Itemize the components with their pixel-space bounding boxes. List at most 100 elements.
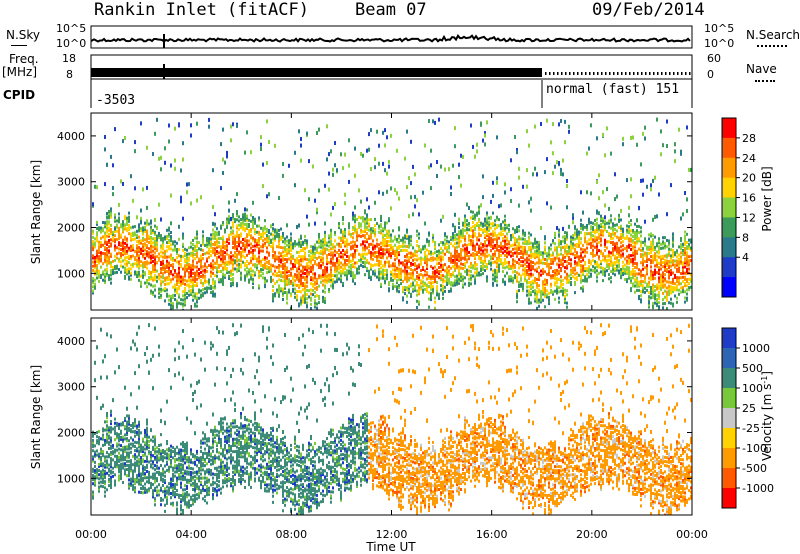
- ytick-label: 3000: [57, 381, 85, 394]
- colorbar-segment: [722, 197, 736, 218]
- nave-dot: [621, 72, 623, 75]
- nsearch-tick-top: 10^5: [704, 22, 735, 35]
- nave-trace: [545, 72, 691, 75]
- nave-dot: [645, 72, 647, 75]
- nave-dot: [565, 72, 567, 75]
- nave-dot: [601, 72, 603, 75]
- colorbar-segment: [722, 428, 736, 449]
- status-panels: [90, 25, 693, 108]
- nave-dot: [649, 72, 651, 75]
- xtick-label: 00:00: [676, 528, 708, 541]
- colorbar-tick-label: 8: [742, 231, 749, 244]
- colorbar-segment: [722, 368, 736, 389]
- xtick-label: 16:00: [476, 528, 508, 541]
- nave-dot: [617, 72, 619, 75]
- ytick-label: 3000: [57, 176, 85, 189]
- nave-dot: [549, 72, 551, 75]
- noise-trace: [90, 34, 691, 43]
- colorbar-segment: [722, 157, 736, 179]
- colorbar-tick-label: -25: [742, 422, 760, 435]
- colorbar-tick-label: -100: [742, 442, 767, 455]
- nave-tick-top: 60: [707, 52, 721, 65]
- freq-unit: [MHz]: [2, 65, 38, 79]
- nave-dot: [577, 72, 579, 75]
- nave-dot: [593, 72, 595, 75]
- colorbar-tick-label: 25: [742, 402, 756, 415]
- nave-dot: [585, 72, 587, 75]
- nave-dot: [557, 72, 559, 75]
- colorbar-tick-label: 16: [742, 192, 756, 205]
- cpid-mode-text: normal (fast) 151: [546, 82, 680, 97]
- nave-dot: [677, 72, 679, 75]
- nave-dot: [625, 72, 627, 75]
- colorbar-tick-label: 1000: [742, 342, 770, 355]
- xtick-label: 00:00: [75, 528, 107, 541]
- colorbar-tick-label: 4: [742, 251, 749, 264]
- colorbar-segment: [722, 448, 736, 469]
- colorbar-tick-label: 100: [742, 382, 763, 395]
- colorbar-segment: [722, 468, 736, 489]
- colorbar-segment: [722, 137, 736, 159]
- beam-title: Beam 07: [355, 0, 427, 20]
- cpid-value: -3503: [96, 93, 136, 108]
- nave-dot: [569, 72, 571, 75]
- freq-tick-bottom: 8: [66, 68, 73, 81]
- colorbar-segment: [722, 257, 736, 278]
- xtick-label: 20:00: [576, 528, 608, 541]
- ytick-label: 4000: [57, 130, 85, 143]
- nave-tick-bottom: 0: [707, 68, 714, 81]
- nave-dot: [589, 72, 591, 75]
- nave-dot: [597, 72, 599, 75]
- velocity-colorbar-label: Velocity [m s-1]: [760, 371, 774, 461]
- station-title: Rankin Inlet (fitACF): [94, 0, 309, 20]
- colorbar-segment: [722, 237, 736, 258]
- nave-dot: [561, 72, 563, 75]
- nave-dot: [665, 72, 667, 75]
- power-heatmap: [92, 117, 692, 310]
- xtick-label: 04:00: [175, 528, 207, 541]
- nave-dot: [681, 72, 683, 75]
- power-colorbar: 28 24 20 16 12 8 4: [721, 117, 756, 298]
- nave-dot: [633, 72, 635, 75]
- xtick-label: 12:00: [376, 528, 408, 541]
- nsearch-label: N.Search: [746, 28, 800, 42]
- nave-legend-line: [755, 80, 775, 82]
- nave-dot: [573, 72, 575, 75]
- nave-dot: [613, 72, 615, 75]
- nave-dot: [605, 72, 607, 75]
- power-ylabel: Slant Range [km]: [29, 160, 43, 264]
- freq-trace: [91, 68, 542, 77]
- velocity-heatmap: [92, 323, 692, 515]
- colorbar-segment: [722, 177, 736, 199]
- nave-dot: [637, 72, 639, 75]
- nave-dot: [545, 72, 547, 75]
- nave-dot: [609, 72, 611, 75]
- colorbar-segment: [722, 328, 736, 349]
- colorbar-tick-label: 500: [742, 362, 763, 375]
- nsky-tick-bottom: 10^0: [56, 37, 87, 50]
- nsky-label: N.Sky: [6, 28, 41, 42]
- power-colorbar-label: Power [dB]: [760, 166, 774, 231]
- colorbar-segment: [722, 118, 736, 139]
- colorbar-segment: [722, 277, 736, 298]
- velocity-ylabel: Slant Range [km]: [29, 365, 43, 469]
- nave-dot: [641, 72, 643, 75]
- colorbar-tick-label: -1000: [742, 482, 774, 495]
- colorbar-tick-label: 24: [742, 152, 756, 165]
- ytick-label: 2000: [57, 222, 85, 235]
- nave-label: Nave: [746, 62, 777, 76]
- power-y-axis: 1000 2000 3000 4000: [57, 130, 692, 280]
- colorbar-segment: [722, 217, 736, 238]
- nave-dot: [689, 72, 691, 75]
- noise-sky-line: [90, 34, 691, 43]
- ytick-label: 2000: [57, 427, 85, 440]
- nave-dot: [553, 72, 555, 75]
- colorbar-segment: [722, 348, 736, 369]
- nave-dot: [685, 72, 687, 75]
- ytick-label: 1000: [57, 267, 85, 280]
- nave-dot: [669, 72, 671, 75]
- colorbar-tick-label: 28: [742, 132, 756, 145]
- colorbar-segment: [722, 408, 736, 429]
- nave-dot: [673, 72, 675, 75]
- nave-dot: [581, 72, 583, 75]
